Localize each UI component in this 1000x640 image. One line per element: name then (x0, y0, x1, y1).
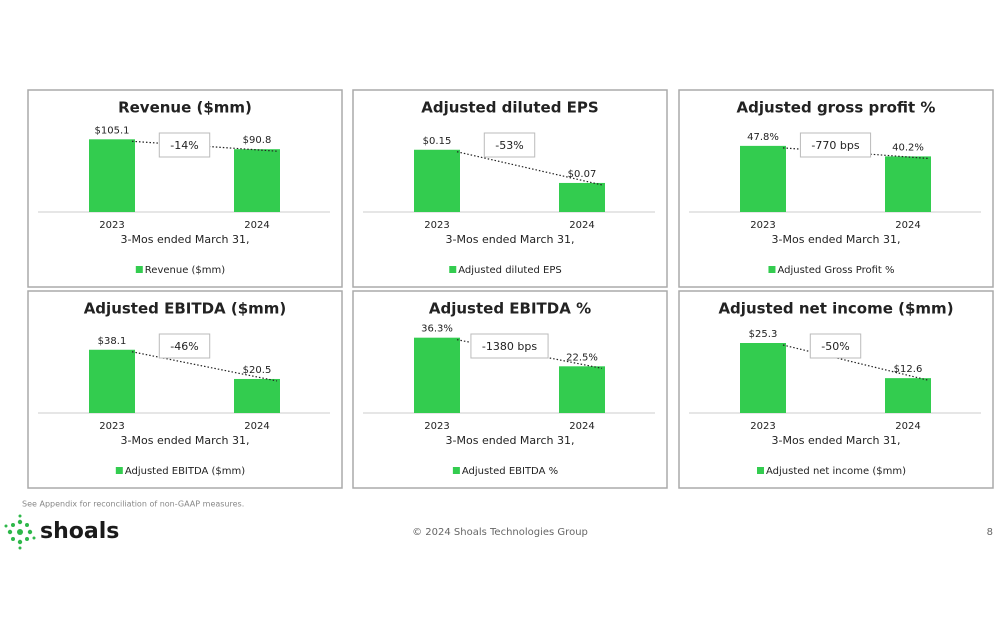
legend-label: Adjusted Gross Profit % (777, 265, 894, 276)
legend-swatch (115, 467, 123, 474)
chart-title: Adjusted diluted EPS (421, 99, 598, 117)
value-label: 40.2% (892, 142, 924, 153)
x-axis-label: 3-Mos ended March 31, (121, 434, 250, 447)
annotation-box (158, 132, 211, 158)
panel (27, 89, 343, 288)
bar (234, 149, 280, 212)
chart-title: Revenue ($mm) (118, 99, 252, 117)
value-label: 47.8% (747, 132, 779, 143)
annotation: -46% (170, 340, 198, 353)
x-tick-label: 2024 (895, 220, 920, 231)
bar (885, 156, 931, 212)
legend-swatch (452, 467, 460, 474)
copyright: © 2024 Shoals Technologies Group (412, 527, 588, 538)
x-tick-label: 2024 (244, 421, 269, 432)
x-tick-label: 2023 (750, 220, 775, 231)
bar (414, 337, 460, 413)
panel (27, 290, 343, 489)
bar (414, 149, 460, 212)
connector (782, 344, 929, 381)
bar (559, 366, 605, 413)
page-number: 8 (987, 527, 993, 538)
legend-swatch (135, 266, 143, 273)
x-tick-label: 2023 (750, 421, 775, 432)
bar (885, 378, 931, 413)
legend-label: Adjusted diluted EPS (458, 265, 561, 276)
x-axis-label: 3-Mos ended March 31, (446, 434, 575, 447)
value-label: $12.6 (894, 364, 923, 375)
legend-swatch (768, 266, 776, 273)
annotation: -53% (495, 139, 523, 152)
chart-title: Adjusted EBITDA ($mm) (84, 300, 287, 318)
annotation: -770 bps (811, 139, 859, 152)
chart-title: Adjusted gross profit % (737, 99, 936, 117)
value-label: 36.3% (421, 324, 453, 335)
value-label: $25.3 (749, 329, 778, 340)
bar (559, 182, 605, 212)
x-tick-label: 2023 (99, 220, 124, 231)
x-tick-label: 2024 (569, 421, 594, 432)
bar (740, 343, 786, 413)
x-tick-label: 2023 (424, 220, 449, 231)
annotation: -14% (170, 139, 198, 152)
annotation-box (809, 333, 862, 359)
legend-swatch (757, 467, 765, 474)
chart-title: Adjusted EBITDA % (429, 300, 591, 318)
x-axis-label: 3-Mos ended March 31, (446, 233, 575, 246)
x-axis-label: 3-Mos ended March 31, (121, 233, 250, 246)
legend-label: Adjusted net income ($mm) (766, 466, 906, 477)
legend-label: Adjusted EBITDA ($mm) (125, 466, 245, 477)
chart-title: Adjusted net income ($mm) (718, 300, 953, 318)
x-tick-label: 2024 (244, 220, 269, 231)
annotation-box (483, 132, 536, 158)
x-axis-label: 3-Mos ended March 31, (772, 434, 901, 447)
annotation-box (470, 333, 549, 359)
value-label: $90.8 (243, 135, 272, 146)
x-tick-label: 2023 (424, 421, 449, 432)
panel (352, 290, 668, 489)
value-label: $38.1 (98, 336, 127, 347)
x-tick-label: 2024 (895, 421, 920, 432)
panel (678, 290, 994, 489)
value-label: $0.15 (423, 136, 452, 147)
panel (352, 89, 668, 288)
legend-swatch (449, 266, 457, 273)
logo-text: shoals (40, 519, 119, 544)
x-axis-label: 3-Mos ended March 31, (772, 233, 901, 246)
bar (234, 378, 280, 413)
value-label: $20.5 (243, 365, 272, 376)
legend-label: Revenue ($mm) (145, 265, 225, 276)
annotation: -50% (821, 340, 849, 353)
connector (456, 151, 603, 186)
value-label: $105.1 (95, 125, 130, 136)
connector (131, 351, 278, 382)
annotation-box (158, 333, 211, 359)
logo-icon (4, 514, 36, 550)
bar (89, 139, 135, 212)
value-label: 22.5% (566, 352, 598, 363)
annotation: -1380 bps (482, 340, 537, 353)
value-label: $0.07 (568, 169, 597, 180)
x-tick-label: 2024 (569, 220, 594, 231)
x-tick-label: 2023 (99, 421, 124, 432)
footnote: See Appendix for reconciliation of non-G… (22, 500, 244, 509)
bar (740, 145, 786, 212)
bar (89, 349, 135, 413)
legend-label: Adjusted EBITDA % (462, 466, 558, 477)
panel (678, 89, 994, 288)
annotation-box (799, 132, 872, 158)
